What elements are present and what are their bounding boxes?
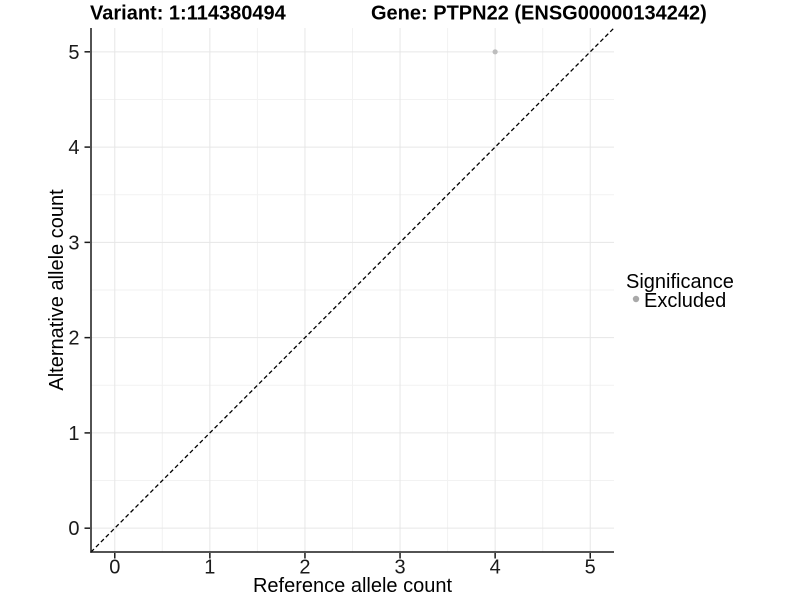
y-tick-label: 1	[68, 423, 79, 445]
x-tick-label: 2	[299, 557, 310, 579]
variant-title: Variant: 1:114380494	[90, 3, 287, 25]
x-axis-title: Reference allele count	[253, 575, 452, 597]
minor-gridlines	[91, 28, 614, 552]
y-tick-label: 4	[68, 137, 79, 159]
y-tick-label: 0	[68, 518, 79, 540]
y-tick-label: 5	[68, 42, 79, 64]
x-axis-ticks: 0 1 2 3 4 5	[109, 553, 596, 579]
legend-title: Significance	[626, 271, 734, 293]
y-tick-label: 2	[68, 328, 79, 350]
x-tick-label: 3	[394, 557, 405, 579]
x-tick-label: 1	[204, 557, 215, 579]
legend-label-excluded: Excluded	[644, 290, 726, 312]
identity-reference-line	[90, 27, 615, 553]
y-axis-title: Alternative allele count	[46, 189, 68, 391]
legend-marker-excluded-icon	[632, 295, 640, 303]
x-tick-label: 0	[109, 557, 120, 579]
gene-title: Gene: PTPN22 (ENSG00000134242)	[371, 3, 707, 25]
x-tick-label: 4	[490, 557, 501, 579]
data-points	[492, 49, 498, 55]
data-point	[492, 49, 498, 55]
x-tick-label: 5	[585, 557, 596, 579]
legend: Significance Excluded	[626, 271, 734, 312]
y-axis-ticks: 0 1 2 3 4 5	[68, 42, 90, 540]
major-gridlines	[91, 28, 614, 552]
y-tick-label: 3	[68, 232, 79, 254]
